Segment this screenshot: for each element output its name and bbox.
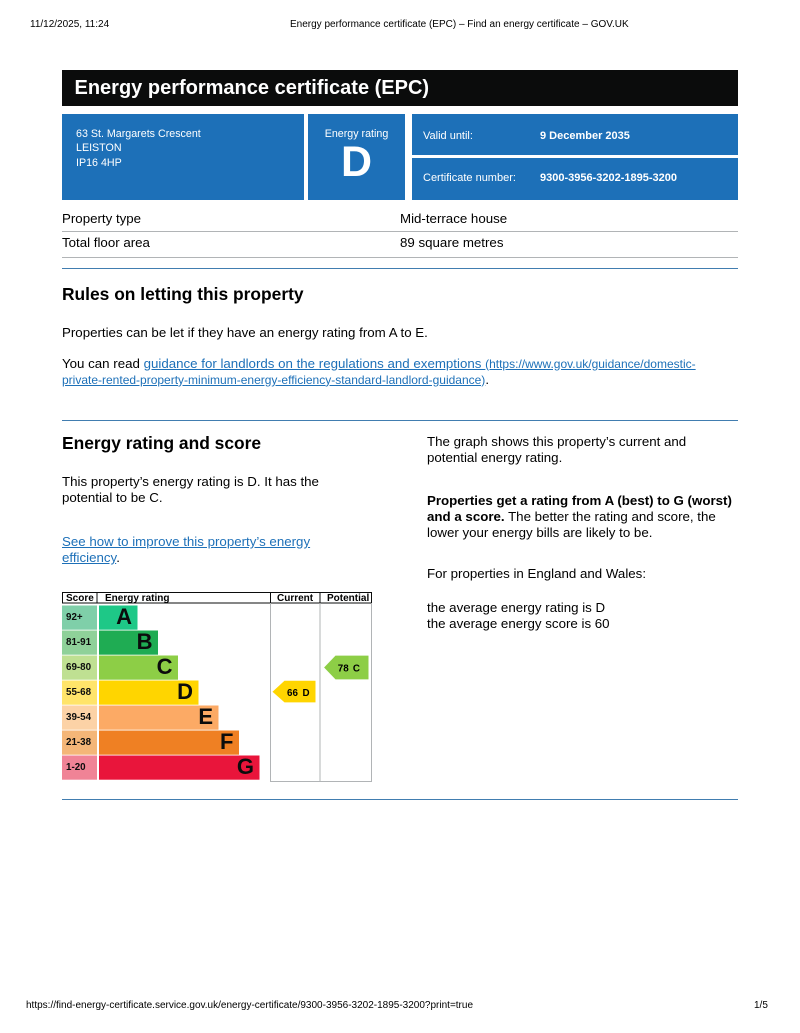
svg-text:69-80: 69-80 — [66, 662, 92, 673]
svg-text:F: F — [220, 729, 233, 754]
svg-text:78: 78 — [338, 664, 349, 675]
svg-text:D: D — [303, 688, 310, 699]
svg-text:Energy rating: Energy rating — [105, 593, 169, 604]
svg-text:39-54: 39-54 — [66, 712, 92, 723]
svg-text:Potential: Potential — [327, 593, 369, 604]
svg-text:1-20: 1-20 — [66, 762, 86, 773]
svg-text:C: C — [353, 664, 360, 675]
svg-text:G: G — [237, 754, 254, 779]
svg-text:66: 66 — [287, 688, 298, 699]
svg-text:D: D — [177, 679, 193, 704]
svg-text:Score: Score — [66, 593, 94, 604]
svg-text:81-91: 81-91 — [66, 637, 92, 648]
svg-text:E: E — [198, 704, 213, 729]
svg-text:A: A — [116, 604, 132, 629]
svg-text:55-68: 55-68 — [66, 687, 92, 698]
svg-text:92+: 92+ — [66, 612, 83, 623]
svg-text:B: B — [137, 629, 153, 654]
svg-text:C: C — [157, 654, 173, 679]
svg-text:21-38: 21-38 — [66, 737, 92, 748]
svg-text:Current: Current — [277, 593, 314, 604]
